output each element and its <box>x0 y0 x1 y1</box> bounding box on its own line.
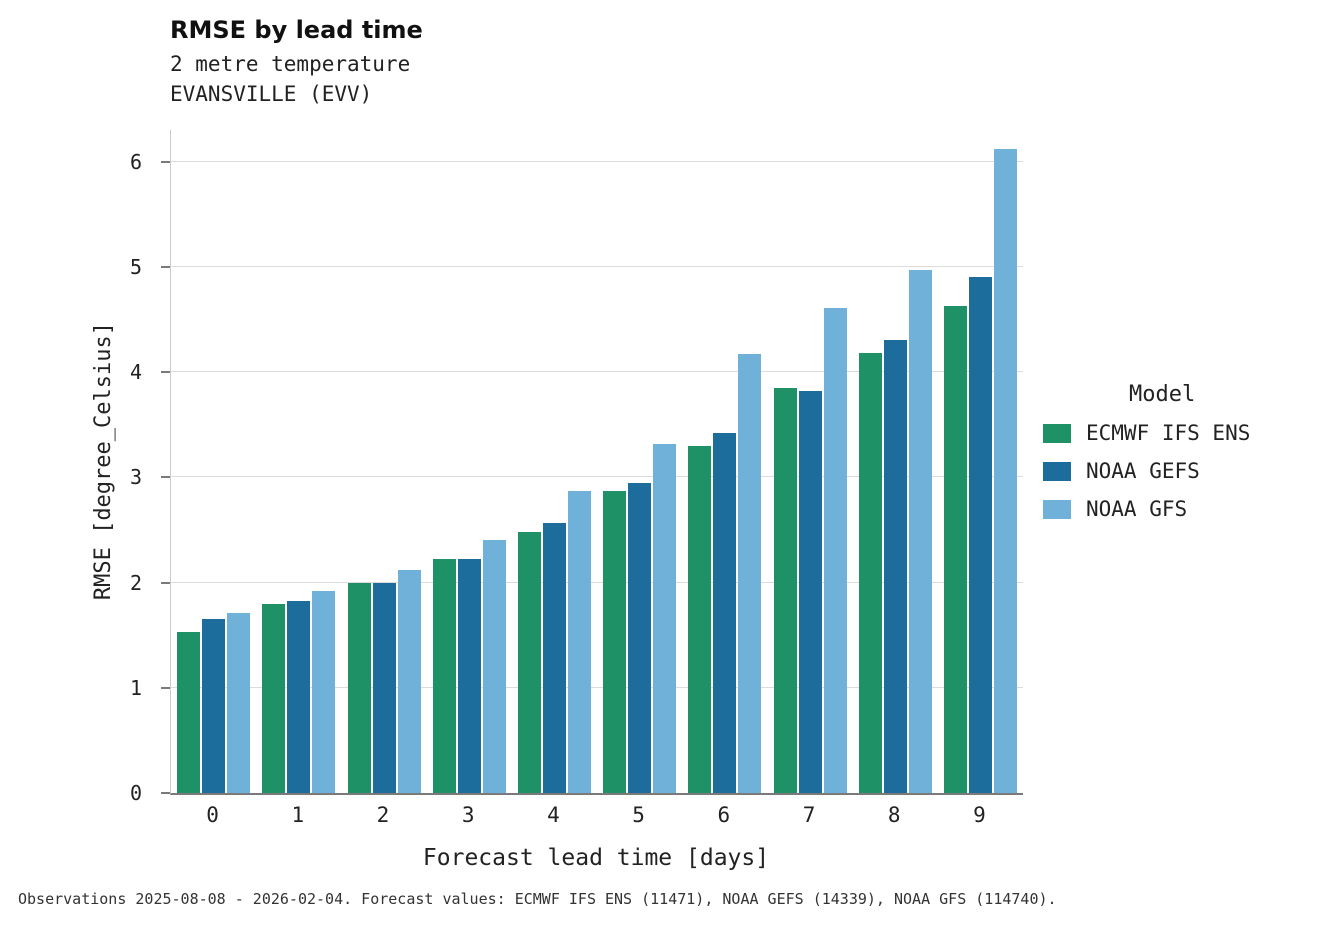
bar-ecmwf-ifs-ens-lead-6 <box>688 445 712 793</box>
bar-noaa-gfs-lead-5 <box>653 443 677 793</box>
x-tick-label-5: 5 <box>632 803 645 827</box>
bars-layer <box>171 130 1023 793</box>
bar-group-lead-9 <box>938 130 1023 793</box>
y-tick-mark-6 <box>161 160 170 163</box>
x-tick-label-6: 6 <box>717 803 731 827</box>
gridline-y-3 <box>171 476 1023 478</box>
bar-noaa-gefs-lead-1 <box>287 601 311 793</box>
y-tick-mark-2 <box>161 581 170 584</box>
bar-group-lead-1 <box>256 130 341 793</box>
x-tick-label-4: 4 <box>547 803 560 827</box>
legend-label: NOAA GEFS <box>1086 459 1200 483</box>
legend-swatch-icon <box>1043 499 1071 519</box>
bar-ecmwf-ifs-ens-lead-2 <box>347 582 371 793</box>
plot-area <box>170 130 1023 795</box>
bar-noaa-gfs-lead-2 <box>397 569 421 793</box>
bar-noaa-gfs-lead-1 <box>312 590 336 793</box>
bar-ecmwf-ifs-ens-lead-3 <box>432 559 456 793</box>
x-axis-ticks: 0 1 2 3 4 5 6 7 8 9 <box>170 803 1022 827</box>
gridline-y-1 <box>171 686 1023 688</box>
bar-group-lead-3 <box>427 130 512 793</box>
bar-noaa-gfs-lead-3 <box>482 540 506 793</box>
y-tick-mark-0 <box>161 792 170 794</box>
legend: Model ECMWF IFS ENS NOAA GEFS NOAA GFS <box>1043 382 1250 521</box>
bar-noaa-gefs-lead-3 <box>457 559 481 793</box>
footer-note: Observations 2025-08-08 - 2026-02-04. Fo… <box>18 890 1057 908</box>
y-tick-mark-1 <box>161 686 170 689</box>
bar-noaa-gefs-lead-8 <box>883 340 907 793</box>
legend-swatch-icon <box>1043 461 1071 481</box>
y-tick-mark-5 <box>161 265 170 268</box>
legend-swatch-icon <box>1043 423 1071 443</box>
legend-item-ecmwf-ifs-ens: ECMWF IFS ENS <box>1043 421 1250 445</box>
gridline-y-6 <box>171 160 1023 162</box>
bar-ecmwf-ifs-ens-lead-5 <box>603 490 627 793</box>
bar-noaa-gefs-lead-2 <box>372 582 396 793</box>
bar-ecmwf-ifs-ens-lead-0 <box>177 632 201 793</box>
y-tick-label-5: 5 <box>129 254 142 279</box>
bar-noaa-gefs-lead-4 <box>542 522 566 793</box>
chart-subtitle-station: EVANSVILLE (EVV) <box>170 82 373 106</box>
bar-noaa-gefs-lead-0 <box>202 619 226 793</box>
bar-group-lead-4 <box>512 130 597 793</box>
bar-noaa-gfs-lead-6 <box>738 354 762 793</box>
x-tick-label-2: 2 <box>376 803 390 827</box>
legend-item-noaa-gfs: NOAA GFS <box>1043 497 1250 521</box>
x-tick-label-0: 0 <box>206 803 219 827</box>
bar-noaa-gefs-lead-5 <box>628 482 652 793</box>
bar-noaa-gfs-lead-0 <box>227 613 251 793</box>
legend-title: Model <box>1129 382 1196 407</box>
x-tick-label-3: 3 <box>461 803 475 827</box>
x-tick-label-9: 9 <box>973 803 986 827</box>
x-tick-label-7: 7 <box>802 803 816 827</box>
bar-ecmwf-ifs-ens-lead-8 <box>858 353 882 793</box>
gridline-y-2 <box>171 581 1023 583</box>
x-axis-label: Forecast lead time [days] <box>422 845 770 871</box>
legend-label: NOAA GFS <box>1086 497 1188 521</box>
y-tick-label-1: 1 <box>129 675 142 700</box>
bar-ecmwf-ifs-ens-lead-7 <box>773 387 797 793</box>
bar-ecmwf-ifs-ens-lead-1 <box>262 603 286 793</box>
legend-items: ECMWF IFS ENS NOAA GEFS NOAA GFS <box>1043 421 1250 521</box>
y-tick-label-4: 4 <box>129 360 142 385</box>
bar-ecmwf-ifs-ens-lead-9 <box>943 305 967 793</box>
gridline-y-4 <box>171 371 1023 373</box>
bar-noaa-gfs-lead-4 <box>567 490 591 793</box>
legend-label: ECMWF IFS ENS <box>1086 421 1251 445</box>
legend-item-noaa-gefs: NOAA GEFS <box>1043 459 1250 483</box>
y-axis-ticks: 0 1 2 3 4 5 6 <box>0 130 170 803</box>
bar-noaa-gfs-lead-9 <box>993 148 1017 793</box>
bar-noaa-gfs-lead-8 <box>908 269 932 793</box>
bar-noaa-gefs-lead-6 <box>713 433 737 793</box>
bar-group-lead-8 <box>853 130 938 793</box>
y-tick-label-3: 3 <box>129 465 142 490</box>
bar-group-lead-2 <box>341 130 426 793</box>
chart-subtitle-variable: 2 metre temperature <box>170 52 411 76</box>
bar-noaa-gefs-lead-9 <box>968 277 992 793</box>
chart-title: RMSE by lead time <box>170 16 423 44</box>
bar-ecmwf-ifs-ens-lead-4 <box>517 532 541 793</box>
gridline-y-5 <box>171 265 1023 267</box>
bar-group-lead-0 <box>171 130 256 793</box>
y-tick-mark-3 <box>161 476 170 479</box>
bar-group-lead-7 <box>767 130 852 793</box>
bar-noaa-gefs-lead-7 <box>798 391 822 793</box>
bar-noaa-gfs-lead-7 <box>823 307 847 793</box>
y-tick-mark-4 <box>161 371 170 374</box>
bar-group-lead-6 <box>682 130 767 793</box>
x-tick-label-1: 1 <box>291 803 305 827</box>
y-tick-label-0: 0 <box>129 781 142 805</box>
y-tick-label-2: 2 <box>129 570 142 595</box>
y-tick-label-6: 6 <box>129 149 142 174</box>
bar-group-lead-5 <box>597 130 682 793</box>
x-tick-label-8: 8 <box>887 803 901 827</box>
